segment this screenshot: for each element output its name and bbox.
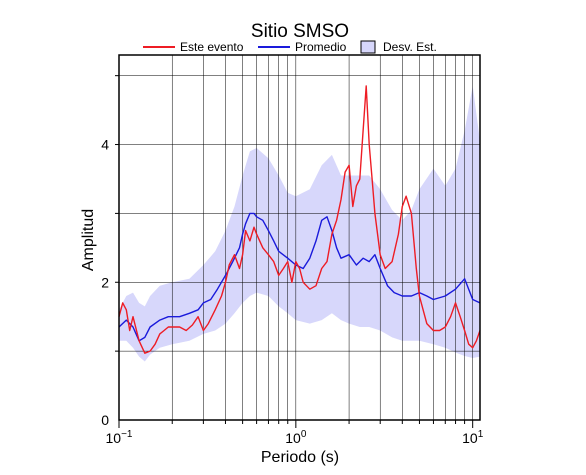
plot-frame — [118, 54, 481, 421]
x-tick-labels: 10−1 100 101 — [106, 429, 484, 446]
y-tick-label: 2 — [101, 274, 109, 290]
y-tick-label: 4 — [101, 137, 109, 153]
chart-title: Sitio SMSO — [251, 21, 349, 42]
x-axis-label: Periodo (s) — [261, 449, 339, 466]
legend-patch-swatch — [360, 40, 376, 54]
plot-area — [115, 54, 481, 428]
series-layer — [118, 85, 481, 354]
legend-label: Desv. Est. — [383, 40, 437, 54]
x-tick-label: 10−1 — [106, 429, 133, 446]
legend-label: Este evento — [180, 40, 244, 54]
legend: Este evento Promedio Desv. Est. — [143, 40, 437, 54]
std-band-layer — [119, 86, 480, 362]
y-axis-label: Amplitud — [80, 209, 97, 271]
std-band — [119, 86, 480, 362]
series-promedio — [118, 212, 481, 342]
series-este-evento — [118, 85, 481, 354]
tick-marks — [115, 75, 474, 428]
y-tick-labels: 0 2 4 — [101, 137, 109, 428]
y-tick-label: 0 — [101, 412, 109, 428]
grid — [118, 55, 480, 420]
legend-label: Promedio — [295, 40, 347, 54]
x-tick-label: 100 — [285, 429, 307, 446]
x-tick-label: 101 — [462, 429, 484, 446]
